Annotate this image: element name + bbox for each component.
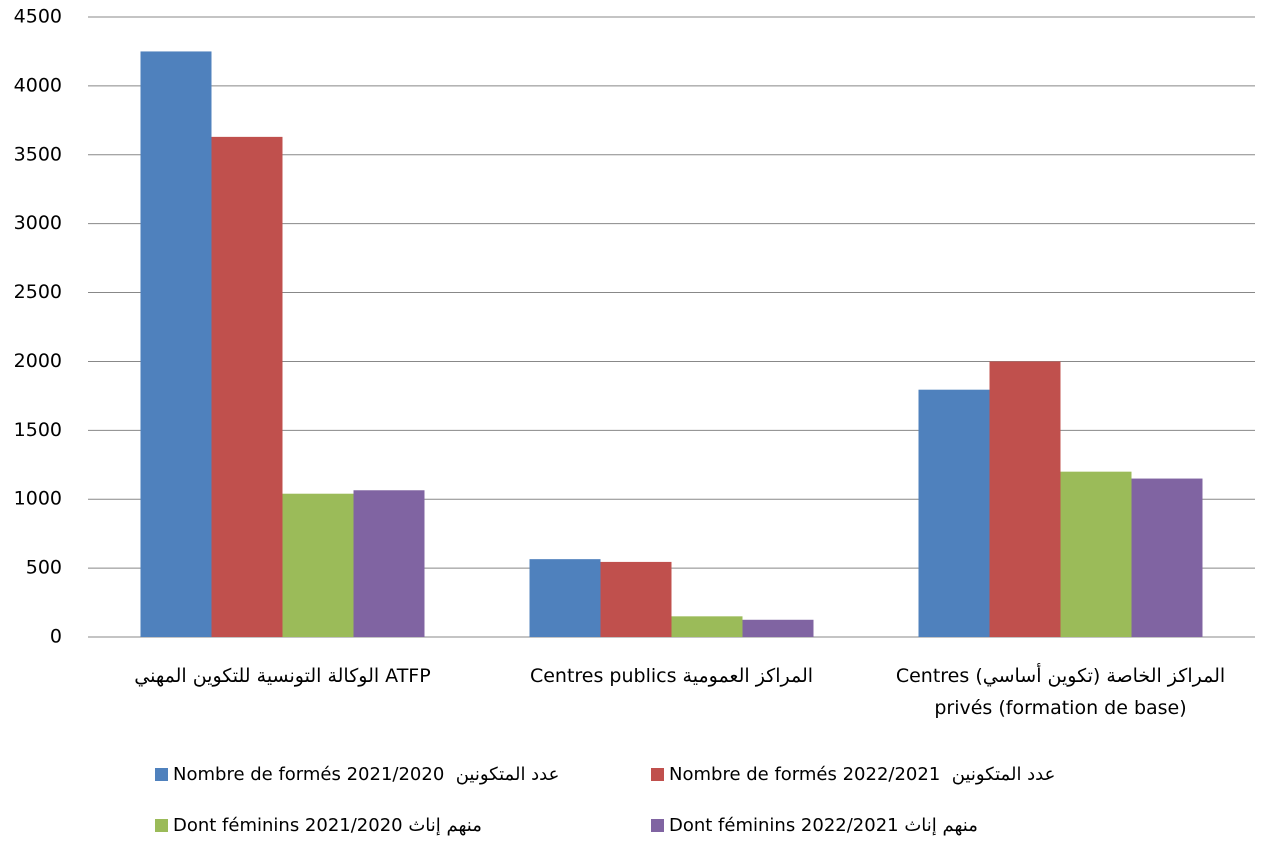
y-tick-label: 2500 <box>14 281 62 303</box>
bar <box>140 51 212 637</box>
y-tick-label: 3000 <box>14 212 62 234</box>
legend-swatch <box>155 819 168 832</box>
bar <box>671 616 743 637</box>
y-tick-label: 3500 <box>14 143 62 165</box>
y-tick-label: 1000 <box>14 488 62 510</box>
bar <box>989 361 1061 637</box>
legend-item: Dont féminins 2022/2021 منهم إناث <box>651 815 978 836</box>
bar <box>211 136 283 637</box>
y-tick-label: 1500 <box>14 419 62 441</box>
y-tick-label: 4000 <box>14 74 62 96</box>
x-tick-label: Centres المراكز الخاصة (تكوين أساسي) pri… <box>895 665 1226 719</box>
legend-swatch <box>651 819 664 832</box>
y-tick-label: 500 <box>26 557 62 579</box>
y-tick-label: 2000 <box>14 350 62 372</box>
legend-swatch <box>155 768 168 781</box>
bar <box>1131 478 1203 637</box>
bar <box>918 389 990 637</box>
bar <box>353 490 425 637</box>
legend-item: Nombre de formés 2021/2020 عدد المتكونين <box>155 764 559 785</box>
bar <box>282 493 354 637</box>
legend-label: Dont féminins 2022/2021 منهم إناث <box>669 815 978 836</box>
legend-label: Nombre de formés 2021/2020 عدد المتكونين <box>173 764 560 785</box>
bar <box>742 619 814 637</box>
x-tick-label: الوكالة التونسية للتكوين المهني ATFP <box>134 665 431 687</box>
legend-item: Nombre de formés 2022/2021 عدد المتكونين <box>651 764 1055 785</box>
y-tick-label: 0 <box>50 626 62 648</box>
legend-item: Dont féminins 2021/2020 منهم إناث <box>155 815 482 836</box>
legend-label: Dont féminins 2021/2020 منهم إناث <box>173 815 482 836</box>
bar <box>1060 471 1132 637</box>
x-tick-label: Centres publics المراكز العمومية <box>529 665 814 687</box>
bar <box>600 561 672 637</box>
y-tick-label: 4500 <box>14 6 62 28</box>
legend-swatch <box>651 768 664 781</box>
bar <box>529 559 601 637</box>
legend-label: Nombre de formés 2022/2021 عدد المتكونين <box>669 764 1056 785</box>
